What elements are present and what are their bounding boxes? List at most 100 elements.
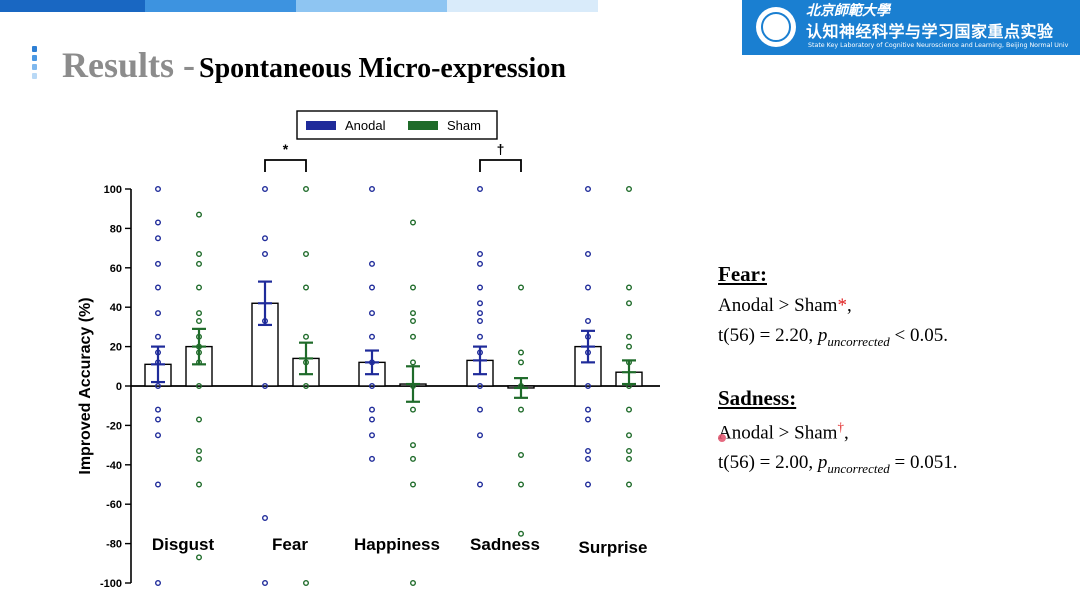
data-point [195, 455, 202, 462]
fear-p-label: p [817, 325, 828, 346]
data-point [477, 251, 484, 258]
data-point [369, 310, 376, 317]
data-point [195, 383, 202, 390]
data-point [477, 260, 484, 267]
data-point [626, 333, 633, 340]
pointer-dot-icon [718, 434, 726, 442]
data-point [410, 442, 417, 449]
data-point [585, 481, 592, 488]
title-sub: Spontaneous Micro-expression [199, 53, 566, 84]
significance-symbol: † [497, 141, 505, 157]
data-point [410, 406, 417, 413]
fear-t-stat: t(56) = 2.20, [718, 325, 814, 346]
y-tick-label: 100 [104, 184, 122, 196]
data-point [410, 580, 417, 587]
data-point [518, 284, 525, 291]
y-tick-label: 0 [116, 381, 122, 393]
data-point [262, 185, 269, 192]
data-point [195, 284, 202, 291]
data-point [154, 580, 161, 587]
data-point [195, 310, 202, 317]
title-main: Results - [62, 45, 195, 85]
fear-heading: Fear: [718, 262, 767, 286]
data-point [154, 260, 161, 267]
sadness-comma: , [843, 422, 849, 444]
data-point [626, 455, 633, 462]
data-point [626, 481, 633, 488]
data-point [477, 310, 484, 317]
data-point [410, 359, 417, 366]
top-bar-segment [145, 0, 296, 12]
sadness-stat-line: t(56) = 2.00, puncorrected = 0.051. [718, 452, 957, 477]
data-point [154, 416, 161, 423]
top-color-bar [0, 0, 598, 12]
data-point [195, 448, 202, 455]
lab-name-english: State Key Laboratory of Cognitive Neuros… [808, 42, 1069, 49]
y-tick-label: -100 [100, 578, 122, 590]
data-point [195, 317, 202, 324]
data-point [518, 349, 525, 356]
y-tick-label: -60 [106, 499, 122, 511]
data-point [585, 383, 592, 390]
data-point [410, 310, 417, 317]
data-point [262, 251, 269, 258]
data-point [477, 317, 484, 324]
sadness-p-value: = 0.051. [894, 452, 958, 474]
data-point [477, 481, 484, 488]
data-point [154, 219, 161, 226]
fear-stats: Fear: Anodal > Sham*, t(56) = 2.20, punc… [718, 262, 948, 350]
data-point [518, 530, 525, 537]
fear-comma: , [846, 295, 852, 316]
data-point [262, 580, 269, 587]
legend-label-sham: Sham [447, 118, 481, 133]
data-point [154, 185, 161, 192]
data-point [303, 383, 310, 390]
data-point [369, 406, 376, 413]
data-point [518, 451, 525, 458]
data-point [477, 185, 484, 192]
sadness-comparison: Anodal > Sham [718, 422, 838, 444]
data-point [585, 455, 592, 462]
data-point [410, 333, 417, 340]
data-point [195, 260, 202, 267]
top-bar-segment [296, 0, 447, 12]
sadness-stats: Sadness: Anodal > Sham†, t(56) = 2.00, p… [718, 386, 957, 477]
data-point [369, 416, 376, 423]
top-bar-segment [0, 0, 145, 12]
sadness-significance-mark: † [837, 419, 844, 434]
data-point [585, 185, 592, 192]
category-label-disgust: Disgust [152, 535, 215, 554]
data-point [369, 383, 376, 390]
data-point [262, 514, 269, 521]
fear-comparison: Anodal > Sham [718, 295, 838, 316]
data-point [477, 432, 484, 439]
data-point [369, 260, 376, 267]
data-point [154, 235, 161, 242]
data-point [303, 251, 310, 258]
data-point [626, 432, 633, 439]
data-point [626, 284, 633, 291]
slide-title: Results - Spontaneous Micro-expression [62, 44, 566, 86]
legend-label-anodal: Anodal [345, 118, 386, 133]
data-point [518, 406, 525, 413]
title-marker-dash [32, 64, 37, 70]
data-point [195, 251, 202, 258]
category-label-happiness: Happiness [354, 535, 440, 554]
significance-symbol: * [283, 141, 289, 157]
y-tick-label: 20 [110, 342, 122, 354]
sadness-heading: Sadness: [718, 386, 797, 410]
sadness-comparison-line: Anodal > Sham†, [718, 419, 957, 444]
data-point [585, 317, 592, 324]
data-point [518, 481, 525, 488]
data-point [410, 284, 417, 291]
data-point [195, 211, 202, 218]
data-point [477, 300, 484, 307]
data-point [477, 406, 484, 413]
data-point [410, 481, 417, 488]
data-point [626, 406, 633, 413]
data-point [195, 416, 202, 423]
data-point [477, 284, 484, 291]
title-marker-dash [32, 55, 37, 61]
data-point [369, 455, 376, 462]
data-point [154, 481, 161, 488]
